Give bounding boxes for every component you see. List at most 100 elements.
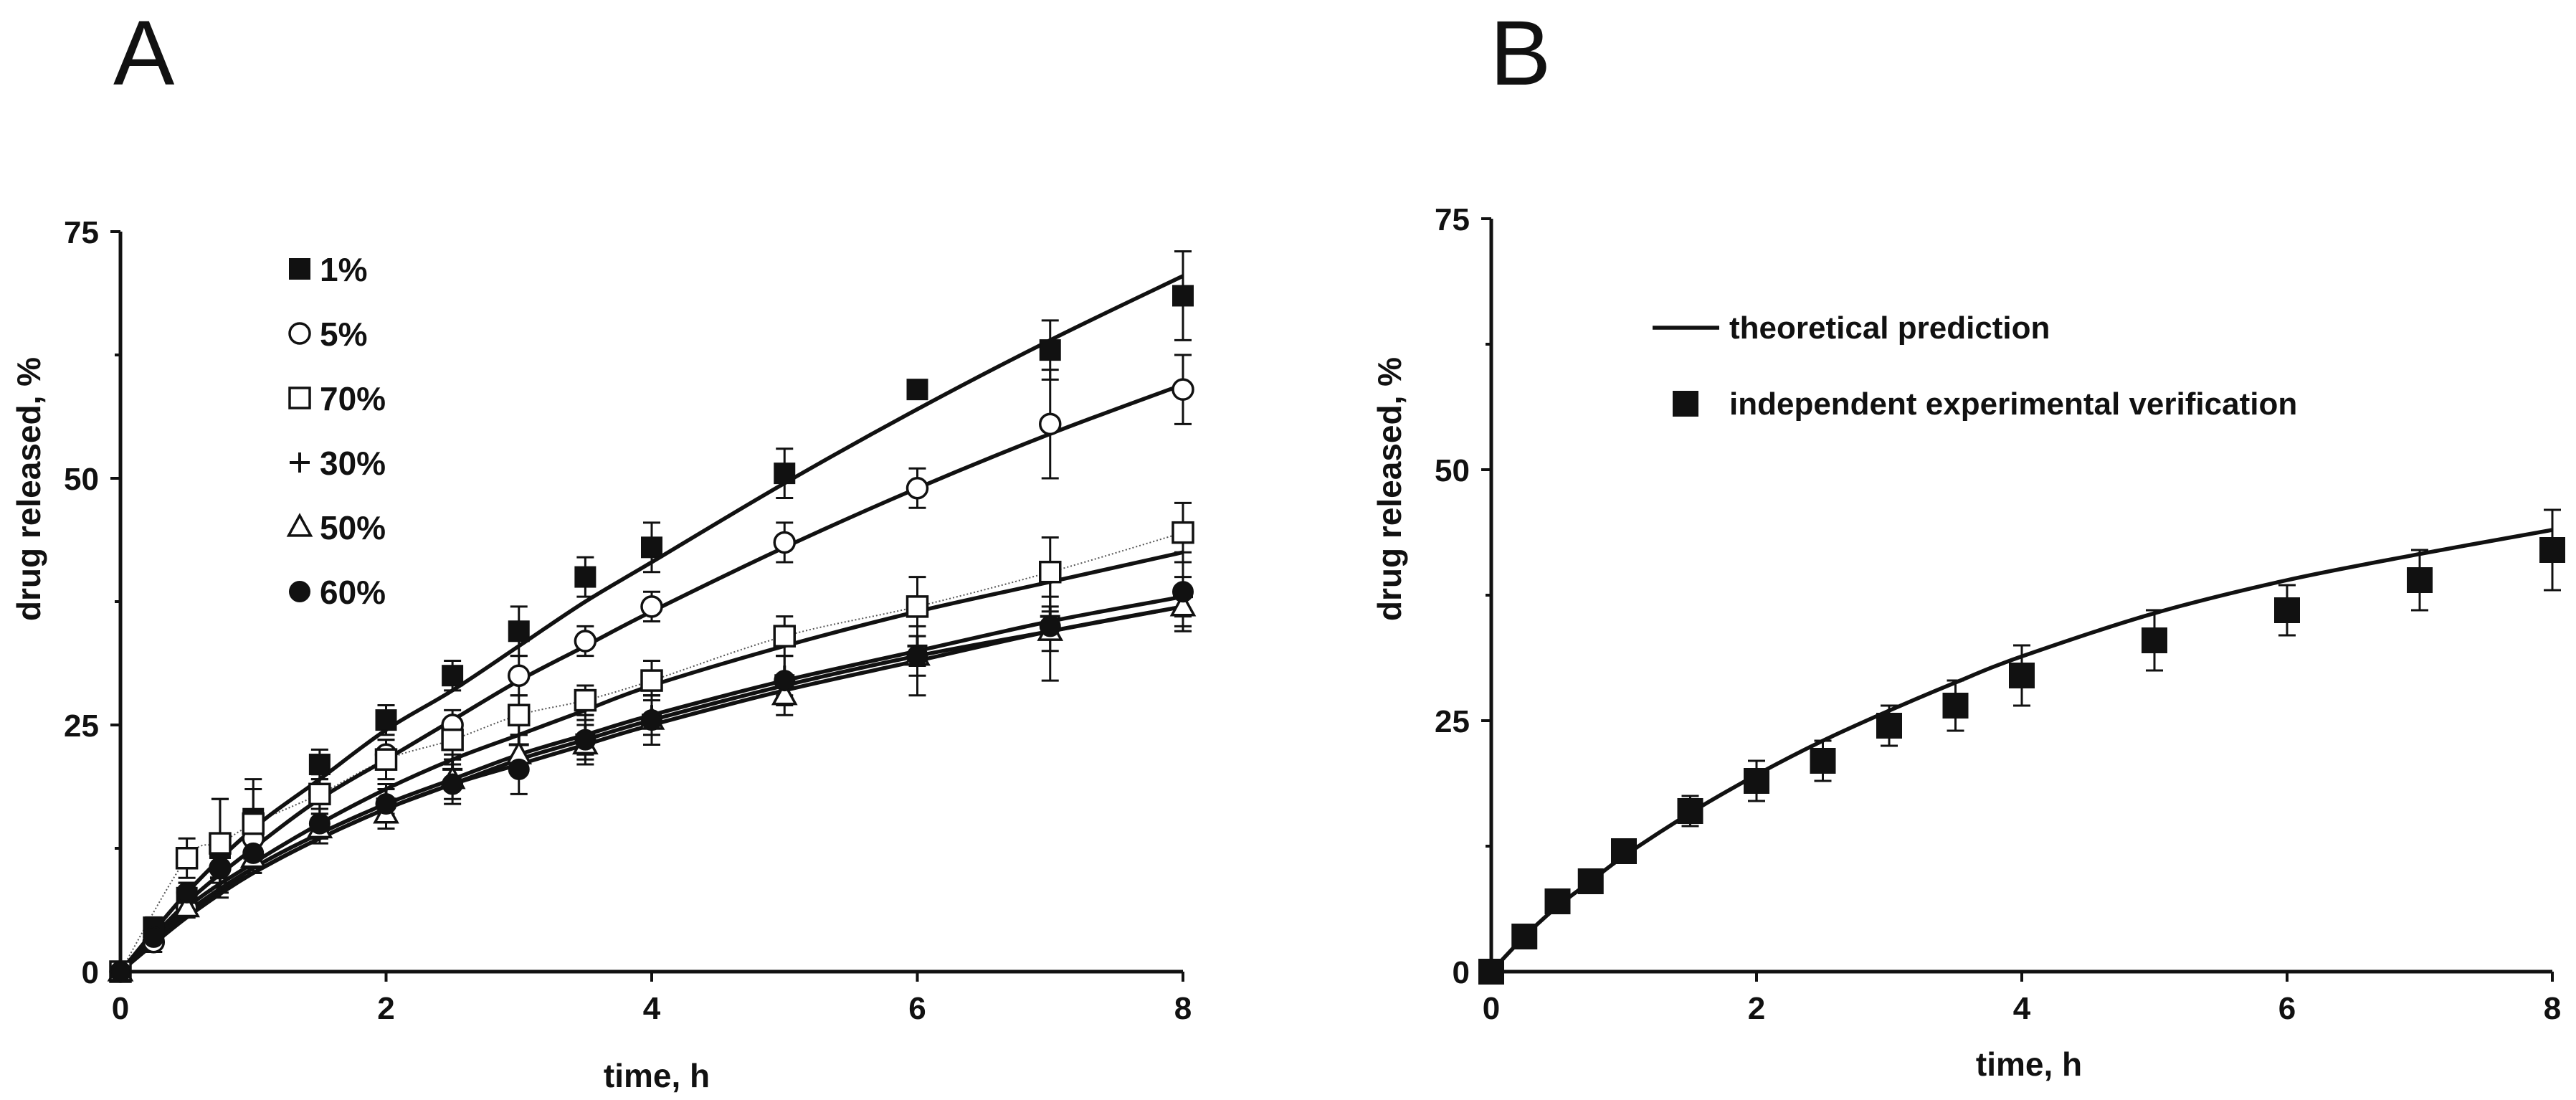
series-60pct-point xyxy=(143,926,165,948)
panel-b-y-tick-label: 50 xyxy=(1435,453,1470,488)
panel-a-x-tick-label: 4 xyxy=(643,991,661,1026)
theoretical-prediction-line xyxy=(1489,528,2553,973)
experimental-point xyxy=(1478,959,1504,985)
panel-b-x-tick-label: 0 xyxy=(1483,991,1500,1026)
series-60pct-point xyxy=(110,961,131,982)
series-60pct-point xyxy=(574,729,597,751)
panel-a-x-tick-label: 8 xyxy=(1174,991,1192,1026)
experimental-point xyxy=(1544,888,1571,914)
series-1pct-point xyxy=(442,665,464,687)
series-60pct-point xyxy=(242,842,265,864)
panel-a-data-points xyxy=(107,250,1197,983)
panel-b-y-tick-label: 25 xyxy=(1435,704,1470,739)
experimental-point xyxy=(1810,748,1836,774)
series-60pct-point xyxy=(508,758,530,780)
panel-a-fit-lines xyxy=(118,274,1184,974)
series-70pct-point xyxy=(441,728,464,751)
series-1pct-point xyxy=(1039,339,1061,361)
series-5pct-point xyxy=(1171,378,1194,401)
series-60pct-point xyxy=(442,773,464,795)
series-60pct-point xyxy=(1039,615,1061,637)
experimental-point xyxy=(1611,838,1637,864)
series-70pct-point xyxy=(308,782,331,806)
series-60pct-point xyxy=(308,812,331,835)
series-5pct-point xyxy=(1039,412,1062,436)
experimental-point xyxy=(1876,713,1902,739)
panel-b-y-tick-label: 75 xyxy=(1435,202,1470,237)
series-5pct-point xyxy=(906,477,929,500)
panel-a-letter: A xyxy=(113,2,175,105)
experimental-point xyxy=(2407,567,2433,593)
legend-label-50pct: 50% xyxy=(320,509,386,546)
panel-b-fit-lines xyxy=(1489,528,2553,973)
series-1pct-point xyxy=(1172,285,1194,307)
series-60pct-point xyxy=(375,793,397,815)
series-70pct-point xyxy=(508,703,531,726)
series-5pct-point xyxy=(640,595,663,618)
series-1pct-point xyxy=(574,566,597,588)
series-5pct-point xyxy=(773,531,796,554)
panel-b-y-axis-label: drug released, % xyxy=(1371,357,1408,621)
series-70pct-point xyxy=(175,847,199,870)
legend-label-60pct: 60% xyxy=(320,574,386,611)
series-70pct-point xyxy=(1039,560,1062,584)
panel-b-axes: 0 25 50 75 0 2 4 6 8 xyxy=(1435,202,2561,1026)
series-70pct-point xyxy=(374,748,398,771)
series-50pct-point xyxy=(1169,592,1197,617)
panel-a-y-axis-label: drug released, % xyxy=(10,357,47,621)
series-60pct-point xyxy=(906,645,928,667)
panel-a-legend: 1% 5% 70% 30% 50% 60% xyxy=(286,251,386,611)
panel-b-x-axis-label: time, h xyxy=(1976,1046,2082,1083)
legend-filled-square-swatch xyxy=(1673,391,1698,417)
experimental-point xyxy=(1511,924,1538,949)
experimental-point xyxy=(2539,537,2565,563)
experimental-point xyxy=(1744,768,1769,794)
series-5pct-point xyxy=(508,664,531,687)
series-1pct-point xyxy=(641,536,662,559)
legend-open-square-swatch xyxy=(288,387,311,409)
series-70pct-point xyxy=(773,625,796,648)
panel-a-x-tick-label: 6 xyxy=(908,991,926,1026)
legend-filled-circle-swatch xyxy=(289,581,310,602)
panel-b-legend: theoretical prediction independent exper… xyxy=(1653,310,2297,422)
panel-b-x-tick-label: 6 xyxy=(2278,991,2296,1026)
series-60pct-point xyxy=(641,709,662,731)
panel-b-x-tick-label: 2 xyxy=(1748,991,1765,1026)
experimental-point xyxy=(1577,868,1604,894)
legend-open-triangle-swatch xyxy=(286,513,313,537)
series-60pct-point xyxy=(1172,581,1194,603)
panel-a-y-tick-label: 0 xyxy=(82,955,99,990)
panel-a-y-tick-label: 25 xyxy=(64,708,99,744)
panel-a-y-tick-label: 75 xyxy=(64,215,99,250)
legend-open-circle-swatch xyxy=(288,322,311,345)
panel-a: 0 25 50 75 0 2 4 6 8 1% 5% 70% 30% 50% 60% time, h dr… xyxy=(10,215,1197,1094)
panel-b-x-tick-label: 4 xyxy=(2013,991,2031,1026)
panel-a-x-tick-label: 0 xyxy=(112,991,129,1026)
series-60pct-point xyxy=(176,881,198,904)
legend-label-30pct: 30% xyxy=(320,445,386,482)
series-5pct-point xyxy=(574,630,597,653)
legend-experimental-verification: independent experimental verification xyxy=(1729,387,2297,422)
series-50pct-point xyxy=(771,681,798,706)
panel-a-x-axis-label: time, h xyxy=(604,1057,710,1094)
series-1pct-point xyxy=(906,379,928,401)
legend-theoretical-prediction: theoretical prediction xyxy=(1729,310,2050,346)
series-30pct-fit-line xyxy=(119,594,1184,974)
panel-b: 0 25 50 75 0 2 4 6 8 theoretical prediction inde… xyxy=(1371,202,2565,1083)
panel-a-x-tick-label: 2 xyxy=(377,991,394,1026)
legend-label-70pct: 70% xyxy=(320,380,386,417)
legend-plus-swatch xyxy=(290,452,310,473)
series-1pct-point xyxy=(375,709,397,731)
series-1pct-fit-line xyxy=(118,274,1184,973)
series-60pct-point xyxy=(774,670,796,692)
panel-a-y-tick-label: 50 xyxy=(64,462,99,497)
series-1pct-point xyxy=(508,620,530,643)
experimental-point xyxy=(1942,693,1969,719)
legend-label-5pct: 5% xyxy=(320,316,367,353)
panel-b-letter: B xyxy=(1490,2,1551,105)
experimental-point xyxy=(2142,627,2167,653)
panel-a-axes: 0 25 50 75 0 2 4 6 8 xyxy=(64,215,1192,1026)
experimental-point xyxy=(2009,663,2035,688)
series-50pct-point xyxy=(174,893,200,918)
